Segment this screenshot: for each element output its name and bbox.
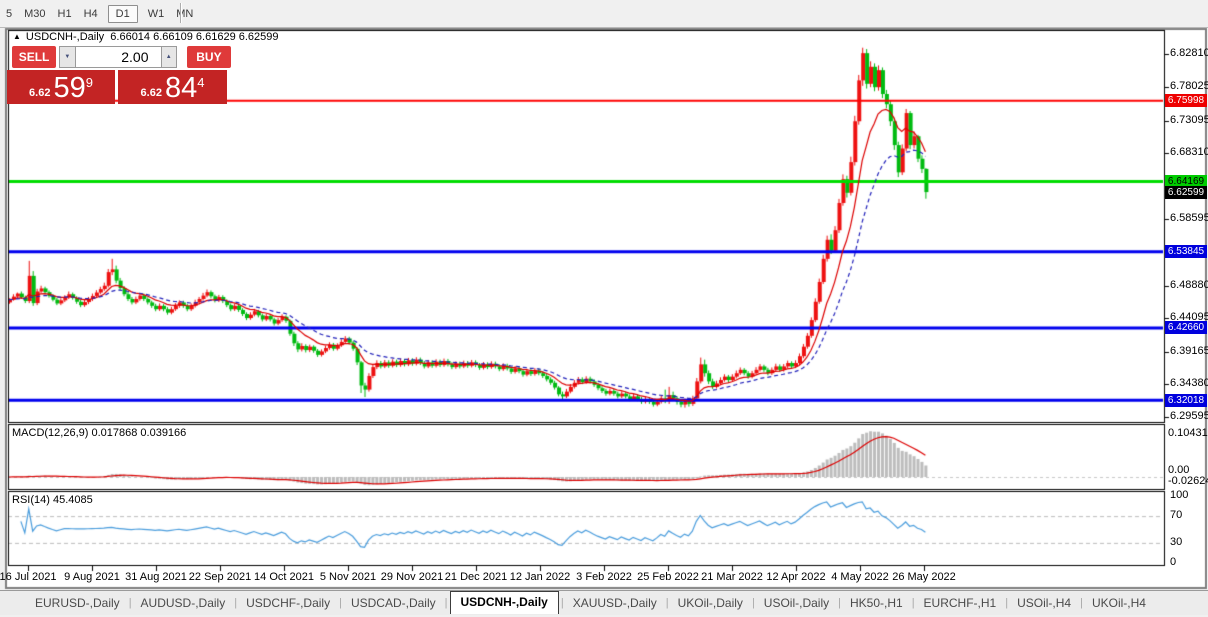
date-label: 5 Nov 2021 <box>319 571 377 583</box>
price-badge: 6.62599 <box>1165 185 1207 199</box>
price-tick-label: 6.78025 <box>1170 80 1208 93</box>
tab-xauusd-daily[interactable]: XAUUSD-,Daily <box>572 596 657 610</box>
sell-price[interactable]: 6.62 59 9 <box>7 70 115 104</box>
date-label: 16 Jul 2021 <box>0 571 57 583</box>
arrow-up-icon: ▲ <box>165 54 172 60</box>
tab-eurchf-h1[interactable]: EURCHF-,H1 <box>923 596 997 610</box>
chart-title-symbol: USDCNH-,Daily <box>25 31 105 43</box>
chart-title: ▲ USDCNH-,Daily 6.66014 6.66109 6.61629 6… <box>13 31 279 43</box>
macd-label: MACD(12,26,9) 0.017868 0.039166 <box>12 427 187 439</box>
rsi-tick-label: 0 <box>1170 556 1177 568</box>
sell-button[interactable]: SELL <box>12 46 57 68</box>
tab-separator: | <box>751 597 755 609</box>
date-label: 25 Feb 2022 <box>637 571 699 583</box>
chart-title-ohlc: 6.66014 6.66109 6.61629 6.62599 <box>110 31 279 43</box>
timeframe-button-h1[interactable]: H1 <box>57 7 72 20</box>
tab-separator: | <box>560 597 564 609</box>
price-tick-label: 6.58595 <box>1170 212 1208 225</box>
buy-button[interactable]: BUY <box>186 46 231 68</box>
tab-ukoil-daily[interactable]: UKOil-,Daily <box>677 596 743 610</box>
buy-price-small: 6.62 <box>140 87 162 99</box>
tab-separator: | <box>838 597 841 609</box>
tab-separator: | <box>444 597 448 609</box>
tab-separator: | <box>911 597 915 609</box>
timeframe-button-w1[interactable]: W1 <box>147 7 165 20</box>
date-label: 21 Dec 2021 <box>444 571 508 583</box>
price-tick-label: 6.73095 <box>1170 113 1208 126</box>
price-badge: 6.42660 <box>1165 321 1207 335</box>
buy-price-big: 84 <box>164 72 198 104</box>
tab-usoil-h4[interactable]: USOil-,H4 <box>1017 596 1072 610</box>
tab-usdcad-daily[interactable]: USDCAD-,Daily <box>350 596 436 610</box>
one-click-trading-panel: SELL ▼ ▲ BUY 6.62 59 9 6.62 84 4 <box>7 46 231 104</box>
price-tick-label: 6.44095 <box>1170 311 1208 324</box>
price-tick-label: 6.39165 <box>1170 344 1208 357</box>
tab-separator: | <box>234 597 238 609</box>
price-badge: 6.64169 <box>1165 174 1207 188</box>
price-tick-label: 6.48880 <box>1170 278 1208 291</box>
volume-decrease-button[interactable]: ▼ <box>59 46 76 68</box>
buy-price-sup: 4 <box>197 75 205 90</box>
sell-price-sup: 9 <box>85 75 93 90</box>
volume-increase-button[interactable]: ▲ <box>160 46 177 68</box>
tab-separator: | <box>128 597 132 609</box>
timeframe-button-d1[interactable]: D1 <box>107 4 138 23</box>
tab-scroll-arrows <box>1174 0 1186 25</box>
date-label: 26 May 2022 <box>892 571 956 583</box>
macd-tick-label: 0.104313 <box>1168 426 1208 439</box>
tab-eurusd-daily[interactable]: EURUSD-,Daily <box>35 596 120 610</box>
date-label: 4 May 2022 <box>831 571 889 583</box>
rsi-tick-label: 100 <box>1170 489 1189 501</box>
collapse-icon[interactable]: ▲ <box>13 32 21 41</box>
timeframe-button-mn[interactable]: MN <box>176 7 194 20</box>
sell-price-small: 6.62 <box>29 87 51 99</box>
rsi-label: RSI(14) 45.4085 <box>12 494 93 506</box>
timeframe-button-m30[interactable]: M30 <box>24 7 46 20</box>
tab-usoil-daily[interactable]: USOil-,Daily <box>763 596 830 610</box>
price-badge: 6.53845 <box>1165 245 1207 259</box>
price-badge: 6.75998 <box>1165 94 1207 108</box>
tab-usdcnh-daily[interactable]: USDCNH-,Daily <box>449 590 559 614</box>
macd-tick-label: -0.026249 <box>1168 475 1208 487</box>
date-label: 9 Aug 2021 <box>64 571 120 583</box>
date-label: 12 Jan 2022 <box>509 571 571 583</box>
arrow-down-icon: ▼ <box>64 54 71 60</box>
tab-ukoil-h4[interactable]: UKOil-,H4 <box>1091 596 1146 610</box>
price-badge: 6.32018 <box>1165 393 1207 407</box>
tab-hk50-h1[interactable]: HK50-,H1 <box>850 596 903 610</box>
tab-separator: | <box>339 597 342 609</box>
price-tick-label: 6.82810 <box>1170 47 1208 60</box>
timeframe-toolbar: 5 M30 H1 H4 D1 W1 MN <box>0 0 1208 28</box>
toolbar-separator <box>180 3 182 23</box>
date-label: 12 Apr 2022 <box>766 571 826 583</box>
tab-separator: | <box>1080 597 1083 609</box>
date-label: 29 Nov 2021 <box>380 571 444 583</box>
tab-separator: | <box>1005 597 1009 609</box>
price-tick-label: 6.68310 <box>1170 146 1208 159</box>
date-label: 31 Aug 2021 <box>125 571 187 583</box>
date-label: 22 Sep 2021 <box>188 571 252 583</box>
date-label: 3 Feb 2022 <box>576 571 632 583</box>
rsi-tick-label: 70 <box>1170 509 1183 522</box>
tab-usdchf-daily[interactable]: USDCHF-,Daily <box>246 596 331 610</box>
price-tick-label: 6.34380 <box>1170 377 1208 390</box>
sell-price-big: 59 <box>53 72 86 104</box>
date-label: 21 Mar 2022 <box>701 571 763 583</box>
timeframe-button-5[interactable]: 5 <box>6 7 13 20</box>
timeframe-button-h4[interactable]: H4 <box>83 7 98 20</box>
macd-tick-label: 0.00 <box>1168 464 1190 476</box>
tab-separator: | <box>665 597 669 609</box>
date-label: 14 Oct 2021 <box>254 571 314 583</box>
volume-input[interactable] <box>75 46 161 68</box>
tab-audusd-daily[interactable]: AUDUSD-,Daily <box>140 596 226 610</box>
buy-price[interactable]: 6.62 84 4 <box>118 70 227 104</box>
price-tick-label: 6.29595 <box>1170 409 1208 422</box>
symbol-tab-bar: EURUSD-,Daily | AUDUSD-,Daily | USDCHF-,Dail… <box>0 590 1208 615</box>
rsi-tick-label: 30 <box>1170 535 1183 548</box>
